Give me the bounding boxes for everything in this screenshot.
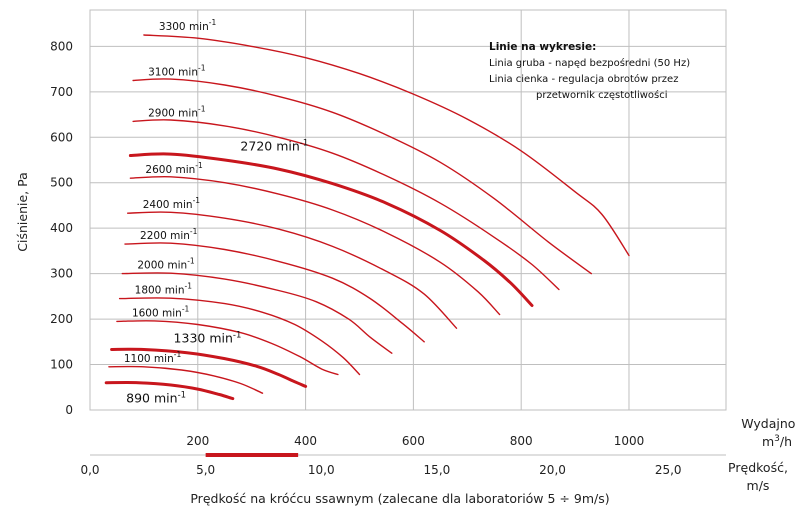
series-label: 1600 min-1: [132, 304, 190, 319]
series-line: [118, 297, 361, 376]
y-tick-label: 100: [50, 358, 73, 372]
flow-tick-label: 800: [510, 434, 533, 448]
series-line: [108, 365, 264, 394]
series-label: 2200 min-1: [140, 227, 198, 242]
recommended-speed-range-bar: [205, 453, 299, 457]
speed-axis-label: Prędkość,: [728, 460, 788, 475]
series-label: 2000 min-1: [137, 257, 195, 272]
flow-axis-unit: m3/h: [762, 434, 792, 449]
y-tick-labels: 0 100 200 300 400 500 600 700 800: [50, 39, 73, 417]
series-label: 2900 min-1: [148, 104, 206, 119]
y-tick-label: 600: [50, 130, 73, 144]
series-line: [127, 211, 458, 329]
flow-tick-label: 200: [186, 434, 209, 448]
curve-labels: 3300 min-1 3100 min-1 2900 min-1 2720 min-1…: [124, 18, 308, 406]
speed-tick-label: 25,0: [655, 463, 682, 477]
speed-axis-title: Prędkość, m/s: [728, 460, 788, 493]
legend-line-thin-cont: przetwornik częstotliwości: [536, 89, 668, 101]
series-label: 1330 min-1: [174, 331, 242, 346]
legend: Linie na wykresie: Linia gruba - napęd b…: [489, 41, 690, 101]
speed-tick-label: 5,0: [196, 463, 215, 477]
series-line: [128, 152, 534, 307]
y-tick-label: 800: [50, 39, 73, 53]
y-tick-label: 300: [50, 267, 73, 281]
series-label: 3300 min-1: [159, 18, 217, 33]
series-label: 1800 min-1: [135, 282, 193, 297]
series-label: 1100 min-1: [124, 350, 182, 365]
curves: [104, 34, 630, 401]
series-label: 2400 min-1: [143, 196, 201, 211]
flow-tick-label: 1000: [614, 434, 645, 448]
series-line: [116, 320, 339, 376]
series-label: 2600 min-1: [145, 161, 203, 176]
series-label: 3100 min-1: [148, 63, 206, 78]
legend-line-thick: Linia gruba - napęd bezpośredni (50 Hz): [489, 57, 690, 69]
x-axis-title: Prędkość na króćcu ssawnym (zalecane dla…: [190, 491, 609, 506]
flow-axis-label: Wydajność,: [741, 416, 795, 431]
series-line: [124, 242, 425, 343]
speed-tick-label: 20,0: [539, 463, 566, 477]
plot-frame: [89, 9, 727, 411]
series-line: [110, 347, 308, 388]
series-label: 2720 min-1: [240, 138, 308, 153]
series-line: [132, 119, 560, 291]
legend-line-thin: Linia cienka - regulacja obrotów przez: [489, 73, 678, 85]
y-tick-label: 200: [50, 312, 73, 326]
series-line: [104, 381, 235, 401]
series-line: [129, 175, 501, 316]
speed-tick-label: 0,0: [80, 463, 99, 477]
series-label: 890 min-1: [126, 391, 186, 406]
flow-tick-label: 400: [294, 434, 317, 448]
series-line: [121, 272, 393, 354]
flow-axis-title: Wydajność, m3/h: [741, 416, 795, 449]
series-line: [143, 34, 630, 257]
speed-tick-label: 10,0: [308, 463, 335, 477]
y-tick-label: 700: [50, 85, 73, 99]
y-axis-title: Ciśnienie, Pa: [15, 172, 30, 251]
series-line: [132, 78, 592, 275]
x-tick-labels: 200 400 600 800 1000 0,0 5,0 10,0 15,0 20,0 25,0: [80, 434, 726, 477]
speed-axis-unit: m/s: [747, 478, 770, 493]
grid: [89, 9, 727, 411]
speed-tick-label: 15,0: [424, 463, 451, 477]
y-tick-label: 0: [65, 403, 73, 417]
y-tick-label: 400: [50, 221, 73, 235]
legend-title: Linie na wykresie:: [489, 41, 596, 53]
flow-tick-label: 600: [402, 434, 425, 448]
y-tick-label: 500: [50, 176, 73, 190]
